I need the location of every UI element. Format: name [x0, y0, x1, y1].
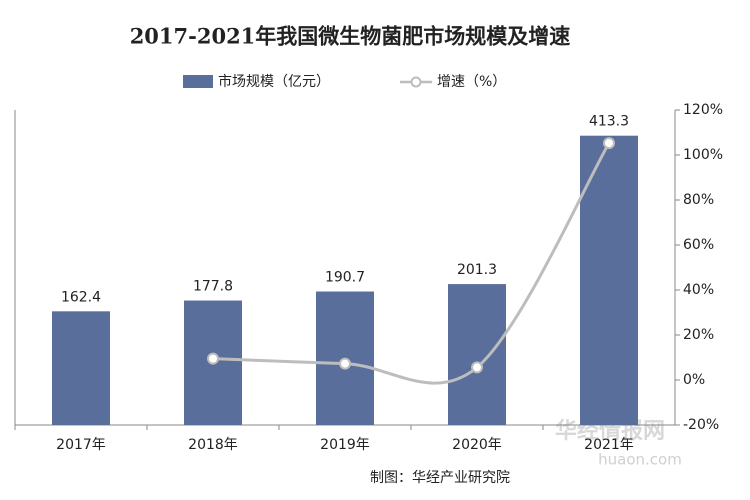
growth-point: [207, 352, 219, 365]
y2-tick-label: 80%: [683, 192, 714, 208]
data-label: 190.7: [325, 270, 365, 286]
data-label: 413.3: [589, 114, 629, 130]
growth-line: [212, 142, 611, 385]
y2-tick-label: 40%: [683, 282, 714, 298]
y2-tick-label: 100%: [683, 147, 723, 163]
bar: [448, 284, 506, 425]
y2-tick-label: 0%: [683, 372, 705, 388]
data-label: 162.4: [61, 289, 101, 305]
chart-title: 2017-2021年我国微生物菌肥市场规模及增速: [130, 24, 571, 49]
y2-tick-label: -20%: [683, 417, 719, 433]
growth-point: [339, 357, 351, 370]
growth-point: [471, 361, 483, 374]
legend-label: 市场规模（亿元）: [218, 73, 330, 90]
bar: [52, 311, 110, 425]
x-tick-label: 2021年: [584, 437, 634, 453]
y2-tick-label: 120%: [683, 102, 723, 118]
y2-tick-label: 20%: [683, 327, 714, 343]
legend-swatch: [183, 75, 213, 88]
data-label: 177.8: [193, 279, 233, 295]
data-label: 201.3: [457, 262, 497, 278]
legend-swatch: [410, 76, 422, 88]
source: 制图：华经产业研究院: [370, 470, 510, 486]
y2-tick-label: 60%: [683, 237, 714, 253]
legend-label: 增速（%）: [437, 74, 506, 90]
growth-point: [603, 137, 615, 150]
x-tick-label: 2017年: [56, 437, 106, 453]
x-tick-label: 2018年: [188, 437, 238, 453]
x-tick-label: 2019年: [320, 437, 370, 453]
x-tick-label: 2020年: [452, 437, 502, 453]
bar: [580, 135, 638, 425]
watermark: huaon.com: [598, 451, 682, 469]
